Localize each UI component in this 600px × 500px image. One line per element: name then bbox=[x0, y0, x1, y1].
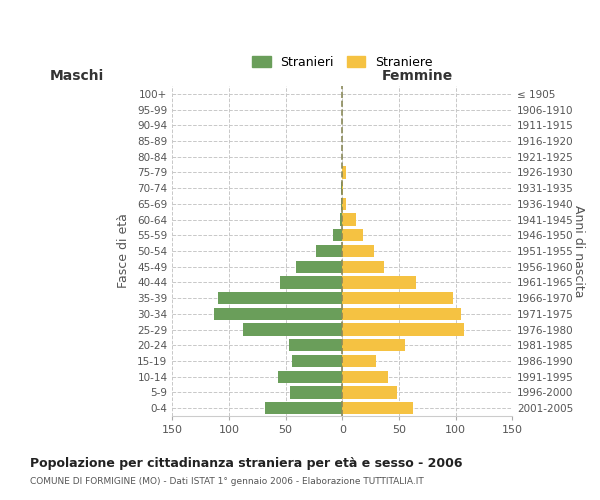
Bar bbox=[341, 182, 343, 194]
Bar bbox=[242, 324, 343, 336]
Bar bbox=[296, 260, 343, 273]
Bar bbox=[290, 386, 343, 398]
Bar bbox=[341, 198, 343, 210]
Bar bbox=[343, 355, 376, 367]
Bar bbox=[343, 292, 454, 304]
Text: Femmine: Femmine bbox=[382, 69, 453, 83]
Bar bbox=[343, 198, 346, 210]
Bar bbox=[343, 386, 397, 398]
Bar bbox=[278, 370, 343, 383]
Bar bbox=[289, 339, 343, 351]
Bar bbox=[343, 276, 416, 288]
Bar bbox=[343, 339, 404, 351]
Text: COMUNE DI FORMIGINE (MO) - Dati ISTAT 1° gennaio 2006 - Elaborazione TUTTITALIA.: COMUNE DI FORMIGINE (MO) - Dati ISTAT 1°… bbox=[30, 478, 424, 486]
Bar bbox=[343, 245, 374, 257]
Text: Maschi: Maschi bbox=[50, 69, 104, 83]
Bar bbox=[292, 355, 343, 367]
Bar bbox=[340, 214, 343, 226]
Bar bbox=[280, 276, 343, 288]
Y-axis label: Anni di nascita: Anni di nascita bbox=[572, 205, 585, 298]
Bar bbox=[343, 166, 346, 178]
Bar bbox=[316, 245, 343, 257]
Bar bbox=[214, 308, 343, 320]
Bar bbox=[265, 402, 343, 414]
Bar bbox=[343, 229, 362, 241]
Bar bbox=[343, 260, 384, 273]
Bar bbox=[333, 229, 343, 241]
Bar bbox=[343, 370, 388, 383]
Bar bbox=[343, 402, 413, 414]
Text: Popolazione per cittadinanza straniera per età e sesso - 2006: Popolazione per cittadinanza straniera p… bbox=[30, 458, 463, 470]
Legend: Stranieri, Straniere: Stranieri, Straniere bbox=[252, 56, 433, 69]
Bar bbox=[343, 324, 464, 336]
Bar bbox=[343, 308, 461, 320]
Y-axis label: Fasce di età: Fasce di età bbox=[117, 214, 130, 288]
Bar bbox=[218, 292, 343, 304]
Bar bbox=[343, 214, 356, 226]
